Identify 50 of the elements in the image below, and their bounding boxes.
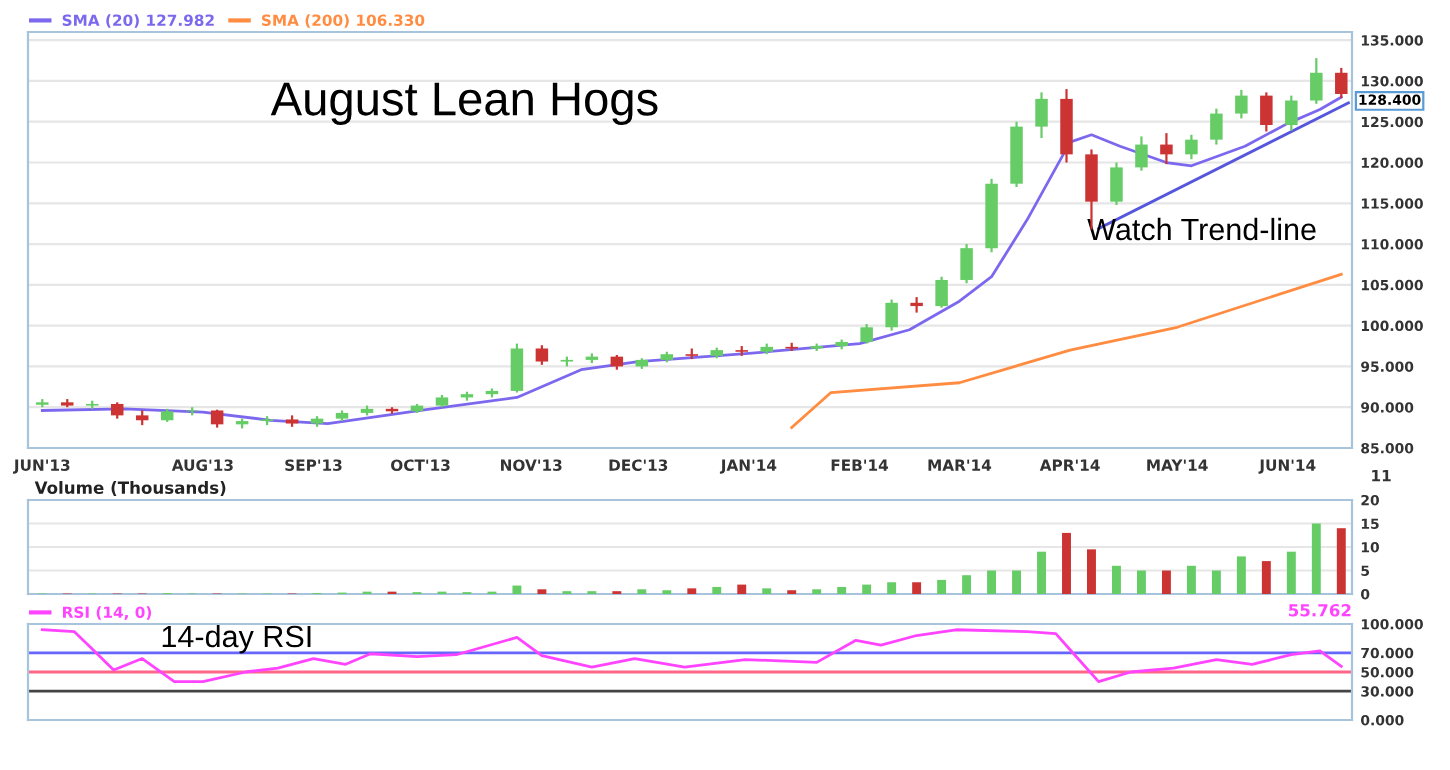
bar	[1311, 523, 1321, 594]
bar	[1286, 551, 1296, 594]
candlestick	[885, 298, 898, 332]
bar	[837, 586, 847, 594]
bar	[1012, 570, 1021, 594]
bar	[862, 584, 872, 594]
bar	[1236, 556, 1246, 594]
bar	[1136, 570, 1146, 594]
candlestick	[1260, 91, 1273, 133]
bar	[1211, 570, 1221, 594]
candlestick	[1110, 161, 1123, 207]
annotation: Watch Trend-line	[1087, 217, 1316, 241]
bar	[937, 579, 947, 594]
bar	[962, 575, 972, 594]
bar	[1062, 532, 1071, 594]
candlestick	[1310, 56, 1323, 105]
candlestick	[1285, 94, 1298, 132]
bar	[987, 570, 997, 594]
text: August Lean Hogs	[270, 82, 658, 125]
candlestick	[1185, 133, 1198, 161]
line-series	[790, 272, 1343, 429]
bar	[1186, 565, 1196, 594]
candlestick	[535, 344, 549, 366]
bar	[1161, 570, 1171, 594]
candlestick	[860, 322, 873, 345]
candlestick	[510, 342, 524, 394]
bar	[1112, 565, 1121, 594]
candlestick	[1035, 91, 1048, 140]
candlestick	[1210, 107, 1223, 146]
bar	[1037, 551, 1046, 594]
bar	[712, 586, 722, 594]
candlestick	[1235, 88, 1248, 120]
candlestick	[960, 242, 973, 285]
line-series	[40, 628, 1343, 683]
annotation: 14-day RSI	[162, 624, 311, 654]
bar	[912, 582, 922, 594]
bar	[1261, 561, 1271, 594]
candlestick	[935, 275, 948, 309]
candlestick	[1160, 132, 1173, 166]
candlestick	[1135, 135, 1148, 172]
bar	[762, 588, 772, 594]
bar	[687, 588, 697, 594]
chart-title: Volume (Thousands)	[34, 481, 226, 496]
bar	[1336, 528, 1346, 594]
bar	[1087, 549, 1096, 594]
bar	[887, 582, 897, 594]
bar	[512, 585, 522, 594]
candlestick	[1335, 66, 1348, 100]
bar	[737, 584, 747, 594]
text: 55.762	[1288, 603, 1351, 617]
